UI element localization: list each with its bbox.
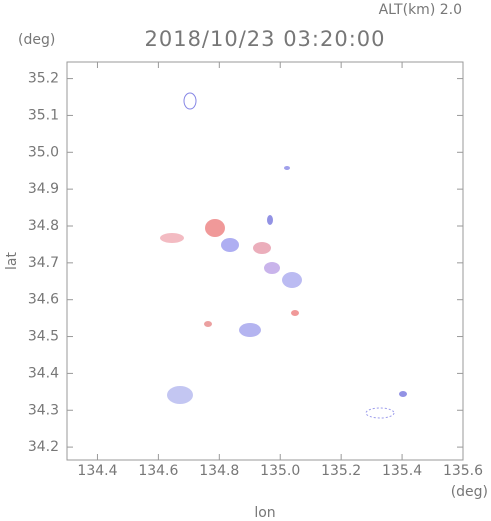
echo [264, 262, 280, 274]
echo [204, 321, 212, 327]
y-tick-label: 34.3 [28, 402, 59, 418]
x-tick-label: 134.6 [138, 463, 178, 479]
echo [282, 272, 302, 288]
y-tick-label: 34.9 [28, 181, 59, 197]
y-axis-label: lat [4, 252, 20, 270]
echo [160, 233, 184, 243]
chart-title: 2018/10/23 03:20:00 [144, 27, 385, 51]
echo [253, 242, 271, 254]
echo [183, 92, 197, 110]
y-tick-label: 34.4 [28, 365, 59, 381]
y-tick-label: 34.2 [28, 439, 59, 455]
y-tick-label: 34.5 [28, 329, 59, 345]
y-tick-label: 35.0 [28, 144, 59, 160]
x-tick-label: 135.0 [260, 463, 300, 479]
y-tick-label: 34.6 [28, 292, 59, 308]
echo [267, 215, 273, 225]
altitude-label: ALT(km) 2.0 [379, 2, 462, 18]
echo [291, 310, 299, 316]
plot-frame [66, 61, 464, 461]
echo-patches [160, 92, 407, 419]
x-tick-label: 135.4 [382, 463, 422, 479]
y-tick-label: 35.2 [28, 71, 59, 87]
x-tick-label: 134.8 [199, 463, 239, 479]
x-tick-label: 135.6 [443, 463, 483, 479]
echo [221, 238, 239, 252]
echo [365, 407, 395, 419]
echo [167, 386, 193, 404]
echo [239, 323, 261, 337]
y-tick-label: 34.7 [28, 255, 59, 271]
x-axis-label: lon [254, 505, 275, 521]
echo [284, 166, 290, 170]
y-tick-label: 35.1 [28, 107, 59, 123]
x-unit: (deg) [451, 484, 488, 500]
echo [399, 391, 407, 397]
y-unit: (deg) [18, 32, 55, 48]
x-tick-label: 134.4 [77, 463, 117, 479]
x-tick-label: 135.2 [321, 463, 361, 479]
echo [205, 219, 225, 237]
y-tick-label: 34.8 [28, 218, 59, 234]
